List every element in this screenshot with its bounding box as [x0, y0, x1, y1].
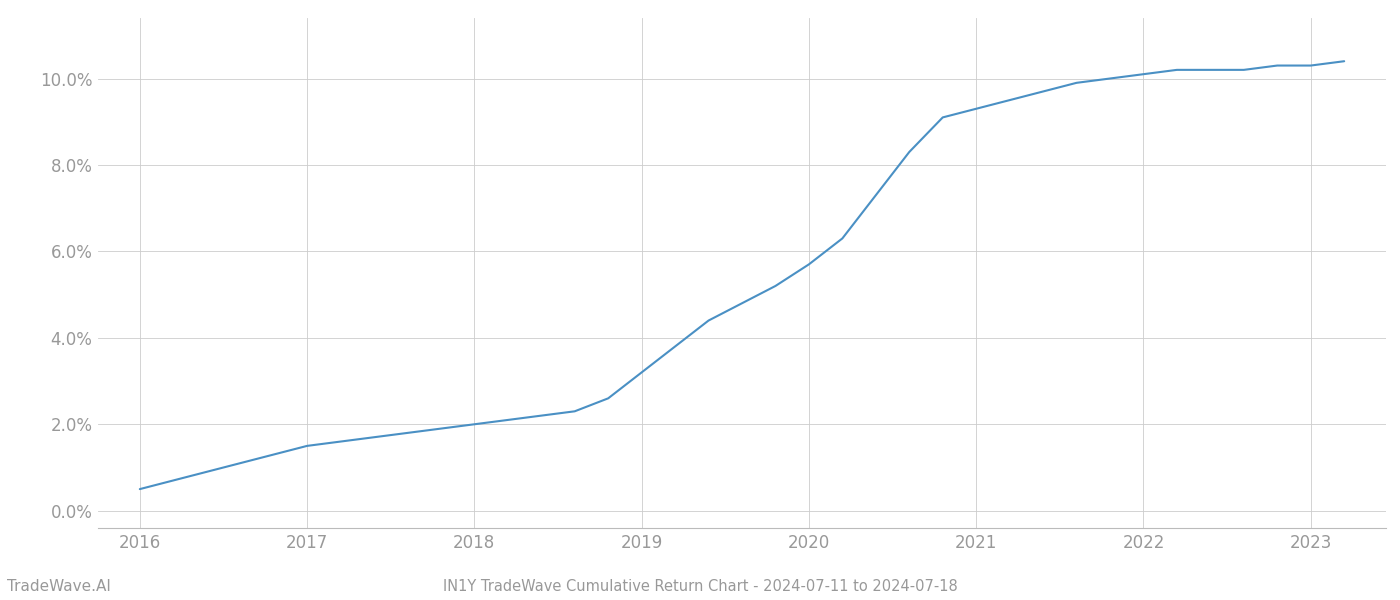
Text: TradeWave.AI: TradeWave.AI — [7, 579, 111, 594]
Text: IN1Y TradeWave Cumulative Return Chart - 2024-07-11 to 2024-07-18: IN1Y TradeWave Cumulative Return Chart -… — [442, 579, 958, 594]
